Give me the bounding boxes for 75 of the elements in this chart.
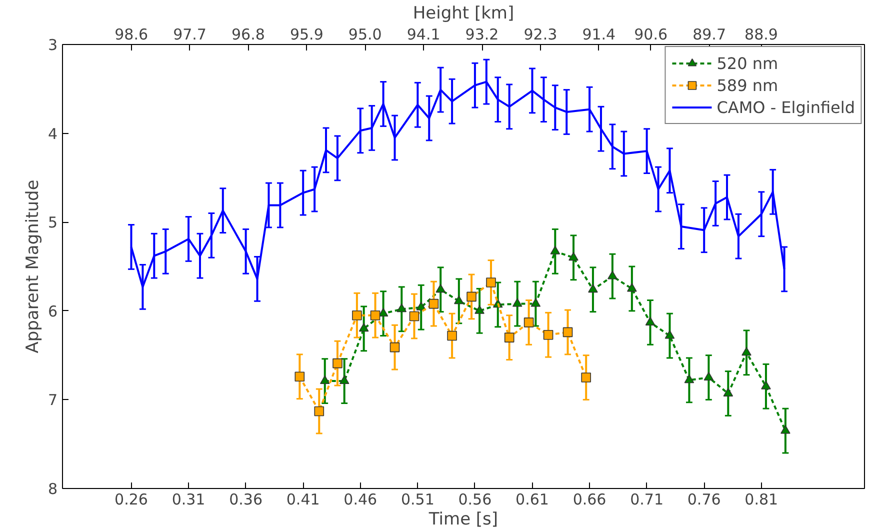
y-tick-label: 5 bbox=[48, 214, 58, 232]
x-tick-label: 0.26 bbox=[114, 490, 148, 508]
point bbox=[512, 298, 522, 307]
point bbox=[684, 374, 694, 384]
point bbox=[664, 330, 675, 339]
x-tick-label: 0.71 bbox=[630, 490, 664, 508]
y-tick-label: 4 bbox=[48, 124, 58, 143]
x-tick-label: 0.41 bbox=[286, 490, 320, 508]
x2-tick-label: 98.6 bbox=[114, 26, 148, 44]
point bbox=[428, 298, 439, 309]
x2-tick-label: 88.9 bbox=[744, 26, 778, 44]
point bbox=[608, 270, 618, 280]
x2-tick-label: 96.8 bbox=[232, 26, 265, 44]
x2-tick-label: 95.0 bbox=[348, 26, 382, 44]
point bbox=[645, 316, 656, 326]
x-tick-label: 0.66 bbox=[572, 490, 606, 508]
point bbox=[352, 310, 362, 320]
point bbox=[416, 302, 426, 310]
point bbox=[390, 342, 400, 352]
point bbox=[780, 425, 790, 434]
point bbox=[761, 380, 771, 390]
point bbox=[562, 327, 573, 338]
x2-tick-label: 90.6 bbox=[634, 26, 668, 44]
x2-tick-label: 92.3 bbox=[524, 26, 558, 44]
x-axis-title: Time [s] bbox=[428, 510, 498, 530]
legend-label: 589 nm bbox=[716, 76, 778, 94]
x-tick-label: 0.46 bbox=[344, 490, 378, 508]
point bbox=[530, 298, 541, 307]
x2-axis-title: Height [km] bbox=[412, 4, 514, 24]
point bbox=[627, 283, 637, 292]
x-tick-label: 0.51 bbox=[400, 490, 434, 508]
point bbox=[294, 372, 305, 382]
point bbox=[504, 332, 514, 342]
point bbox=[723, 388, 734, 396]
point bbox=[466, 292, 476, 302]
y-tick-label: 3 bbox=[48, 36, 58, 54]
point bbox=[358, 323, 369, 332]
point bbox=[339, 375, 350, 384]
point bbox=[568, 252, 578, 261]
point bbox=[704, 372, 714, 380]
point bbox=[370, 310, 380, 320]
point bbox=[543, 330, 554, 340]
x-tick-label: 0.76 bbox=[687, 490, 721, 508]
x2-tick-label: 89.7 bbox=[692, 26, 726, 44]
y-tick-label: 6 bbox=[48, 302, 58, 320]
legend-label: 520 nm bbox=[716, 54, 778, 72]
point bbox=[474, 305, 484, 314]
point bbox=[320, 375, 330, 384]
x-tick-label: 0.36 bbox=[229, 490, 263, 508]
point bbox=[486, 278, 496, 288]
point bbox=[742, 347, 752, 356]
y-tick-label: 8 bbox=[48, 480, 58, 498]
point bbox=[581, 372, 591, 382]
point bbox=[454, 296, 464, 304]
x-tick-label: 0.81 bbox=[744, 490, 778, 508]
x-tick-label: 0.56 bbox=[458, 490, 492, 508]
legend-label: CAMO - Elginfield bbox=[716, 98, 855, 116]
point bbox=[396, 304, 407, 312]
point bbox=[314, 406, 324, 416]
x2-tick-label: 95.9 bbox=[290, 26, 324, 44]
x2-tick-label: 94.1 bbox=[406, 26, 440, 44]
point bbox=[588, 284, 598, 293]
point bbox=[332, 358, 342, 368]
point bbox=[550, 246, 560, 254]
y-axis-title: Apparent Magnitude bbox=[22, 180, 43, 354]
y-tick-label: 7 bbox=[48, 391, 58, 410]
x2-tick-label: 93.2 bbox=[465, 26, 499, 44]
x-tick-label: 0.61 bbox=[516, 490, 549, 508]
point bbox=[409, 311, 420, 322]
point bbox=[524, 318, 534, 328]
x2-tick-label: 97.7 bbox=[173, 26, 206, 44]
x2-tick-label: 91.4 bbox=[582, 26, 616, 44]
point bbox=[447, 330, 457, 341]
point bbox=[436, 284, 446, 293]
x-tick-label: 0.31 bbox=[172, 490, 206, 508]
